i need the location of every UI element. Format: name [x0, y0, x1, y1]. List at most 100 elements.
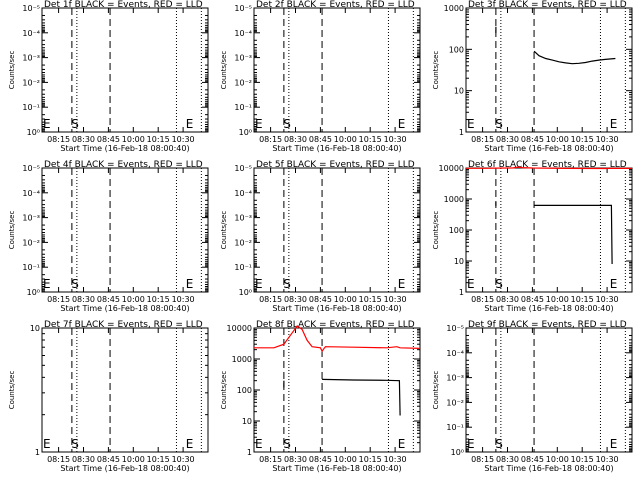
- x-tick-label: 08:30: [72, 135, 95, 144]
- x-axis-label: Start Time (16-Feb-18 08:00:40): [60, 304, 189, 313]
- y-tick-label: 10⁻²: [234, 238, 252, 247]
- x-tick-label: 08:15: [471, 295, 494, 304]
- marker-e: E: [467, 117, 475, 131]
- marker-e: E: [255, 437, 263, 451]
- marker-e: E: [467, 277, 475, 291]
- x-tick-label: 10:15: [359, 295, 382, 304]
- x-tick-label: 10:30: [384, 455, 407, 464]
- y-axis-label: Counts/sec: [8, 51, 16, 90]
- marker-e: E: [398, 437, 406, 451]
- y-tick-label: 10⁻⁵: [22, 4, 40, 13]
- x-tick-label: 10:30: [172, 295, 195, 304]
- x-tick-label: 08:45: [97, 455, 120, 464]
- y-axis-label: Counts/sec: [8, 211, 16, 250]
- x-tick-label: 10:30: [596, 295, 619, 304]
- y-axis-label: Counts/sec: [220, 371, 228, 410]
- x-tick-label: 10:15: [147, 135, 170, 144]
- plot-frame: [41, 7, 209, 133]
- marker-s: S: [71, 277, 79, 291]
- detector-panel-8: Det 8f BLACK = Events, RED = LLD 1 10 100 10…: [220, 320, 421, 473]
- x-tick-label: 08:15: [259, 455, 282, 464]
- x-tick-label: 10:30: [384, 135, 407, 144]
- y-tick-label: 10⁻²: [22, 78, 40, 87]
- marker-e: E: [186, 437, 194, 451]
- x-tick-label: 10:15: [147, 295, 170, 304]
- x-tick-label: 08:30: [496, 295, 519, 304]
- x-tick-label: 10:30: [596, 135, 619, 144]
- x-tick-label: 10:15: [359, 455, 382, 464]
- x-tick-label: 10:00: [334, 455, 357, 464]
- y-tick-label: 10⁻⁴: [234, 189, 252, 198]
- detector-panel-2: Det 2f BLACK = Events, RED = LLD 10⁰ 10⁻¹ 1…: [220, 0, 421, 153]
- x-tick-label: 10:30: [384, 295, 407, 304]
- marker-e: E: [610, 117, 618, 131]
- x-tick-label: 10:00: [122, 135, 145, 144]
- x-tick-label: 08:30: [284, 295, 307, 304]
- x-axis-label: Start Time (16-Feb-18 08:00:40): [484, 464, 613, 473]
- y-tick-label: 10⁻¹: [446, 423, 464, 432]
- marker-e: E: [610, 277, 618, 291]
- x-tick-label: 10:00: [546, 455, 569, 464]
- x-axis-label: Start Time (16-Feb-18 08:00:40): [60, 144, 189, 153]
- y-tick-label: 10⁻⁴: [446, 349, 464, 358]
- y-tick-label: 1000: [232, 355, 252, 364]
- y-tick-label: 10⁻²: [446, 398, 464, 407]
- y-tick-label: 10⁻⁵: [234, 164, 252, 173]
- x-tick-label: 08:15: [259, 295, 282, 304]
- x-tick-label: 08:45: [309, 455, 332, 464]
- plot-frame: [41, 327, 209, 453]
- detector-panel-6: Det 6f BLACK = Events, RED = LLD 1 10 100 10…: [432, 160, 633, 313]
- marker-e: E: [186, 277, 194, 291]
- y-tick-label: 10⁻¹: [234, 263, 252, 272]
- x-tick-label: 08:30: [72, 295, 95, 304]
- y-axis-label: Counts/sec: [432, 211, 440, 250]
- marker-s: S: [495, 117, 503, 131]
- x-axis-label: Start Time (16-Feb-18 08:00:40): [484, 144, 613, 153]
- y-tick-label: 10⁰: [239, 288, 252, 297]
- y-axis-label: Counts/sec: [220, 51, 228, 90]
- y-tick-label: 10⁻³: [22, 214, 40, 223]
- x-tick-label: 10:00: [546, 295, 569, 304]
- plot-frame: [465, 327, 633, 453]
- y-tick-label: 10000: [227, 324, 252, 333]
- x-tick-label: 08:15: [47, 455, 70, 464]
- y-tick-label: 1: [459, 128, 464, 137]
- plot-frame: [465, 7, 633, 133]
- x-tick-label: 10:15: [571, 455, 594, 464]
- y-tick-label: 10⁻⁴: [22, 189, 40, 198]
- y-tick-label: 10⁻¹: [234, 103, 252, 112]
- y-tick-label: 10⁻⁴: [234, 29, 252, 38]
- y-tick-label: 1: [35, 448, 40, 457]
- y-tick-label: 10⁰: [451, 448, 464, 457]
- marker-s: S: [283, 437, 291, 451]
- marker-e: E: [43, 277, 51, 291]
- events-series-line: [533, 50, 616, 65]
- detector-panel-4: Det 4f BLACK = Events, RED = LLD 10⁰ 10⁻¹ 1…: [8, 160, 209, 313]
- panel-title: Det 3f BLACK = Events, RED = LLD: [468, 0, 627, 10]
- x-tick-label: 10:15: [571, 135, 594, 144]
- x-tick-label: 10:30: [172, 135, 195, 144]
- y-tick-label: 10: [30, 324, 40, 333]
- x-tick-label: 08:45: [521, 135, 544, 144]
- x-tick-label: 10:30: [172, 455, 195, 464]
- x-tick-label: 08:30: [284, 135, 307, 144]
- y-tick-label: 10: [454, 87, 464, 96]
- y-tick-label: 10⁻³: [22, 54, 40, 63]
- detector-panel-5: Det 5f BLACK = Events, RED = LLD 10⁰ 10⁻¹ 1…: [220, 160, 421, 313]
- panel-title: Det 1f BLACK = Events, RED = LLD: [44, 0, 203, 10]
- y-tick-label: 10: [242, 417, 252, 426]
- x-tick-label: 08:15: [47, 295, 70, 304]
- lld-series-line: [254, 325, 421, 353]
- marker-e: E: [398, 277, 406, 291]
- marker-s: S: [71, 117, 79, 131]
- marker-e: E: [43, 117, 51, 131]
- marker-e: E: [467, 437, 475, 451]
- marker-e: E: [610, 437, 618, 451]
- x-tick-label: 10:15: [359, 135, 382, 144]
- y-tick-label: 10⁻³: [446, 374, 464, 383]
- panel-title: Det 8f BLACK = Events, RED = LLD: [256, 320, 415, 330]
- x-tick-label: 08:30: [496, 455, 519, 464]
- y-tick-label: 1000: [444, 195, 464, 204]
- x-axis-label: Start Time (16-Feb-18 08:00:40): [272, 464, 401, 473]
